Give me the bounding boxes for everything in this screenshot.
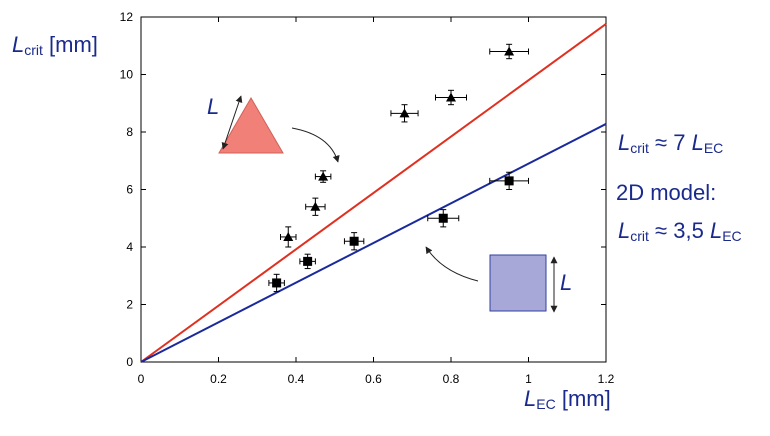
blue-fit-lhs: L (618, 218, 631, 243)
y-axis-label-symbol: L (12, 32, 25, 57)
triangle-pointer-arrow (291, 127, 340, 163)
square-point (272, 278, 282, 288)
square-shape (489, 254, 547, 312)
triangle-point (318, 171, 329, 181)
blue-fit-rhs: L (709, 218, 723, 243)
red-fit-equation: Lcrit ≈ 7 LEC (618, 130, 724, 156)
fit-line-squares (140, 123, 607, 363)
y-tick-label: 2 (126, 298, 133, 312)
blue-fit-rhs-sub: EC (722, 228, 742, 244)
y-tick-label: 10 (120, 68, 134, 82)
blue-fit-relation: ≈ 3,5 (655, 218, 704, 243)
x-tick-label: 1.2 (598, 372, 615, 386)
red-fit-rhs: L (691, 130, 704, 155)
blue-fit-equation: Lcrit ≈ 3,5 LEC (618, 218, 742, 244)
square-side-label: L (560, 270, 573, 295)
triangle-dimension-arrow (221, 95, 243, 150)
square-point (504, 176, 514, 186)
y-tick-label: 12 (120, 10, 134, 24)
red-fit-lhs: L (618, 130, 631, 155)
y-tick-label: 6 (126, 183, 133, 197)
x-tick-label: 0 (138, 372, 145, 386)
x-axis-label: LEC [mm] (524, 386, 611, 412)
x-tick-label: 1 (525, 372, 532, 386)
x-axis-label-sub: EC (536, 396, 556, 412)
red-fit-relation: ≈ 7 (655, 130, 686, 155)
x-axis-label-symbol: L (524, 386, 537, 411)
triangle-point (399, 108, 410, 118)
fit-line-triangles (140, 23, 607, 363)
square-point (349, 236, 359, 246)
red-fit-rhs-sub: EC (703, 140, 724, 156)
triangle-point (446, 92, 456, 102)
x-tick-label: 0.6 (365, 372, 382, 386)
x-tick-label: 0.2 (210, 372, 227, 386)
model-title: 2D model: (616, 180, 717, 205)
square-pointer-arrow (425, 246, 479, 282)
red-fit-lhs-sub: crit (630, 140, 649, 156)
square-point (303, 256, 313, 266)
triangle-point (504, 46, 515, 56)
y-tick-label: 0 (126, 355, 133, 369)
triangle-point (283, 231, 294, 241)
triangle-shape (218, 97, 284, 154)
triangle-side-label: L (207, 94, 220, 119)
blue-fit-lhs-sub: crit (630, 228, 649, 244)
triangle-point (310, 201, 321, 211)
y-axis-label: Lcrit [mm] (12, 32, 98, 58)
x-tick-label: 0.8 (443, 372, 460, 386)
x-tick-label: 0.4 (288, 372, 305, 386)
y-tick-label: 8 (126, 125, 133, 139)
y-tick-label: 4 (126, 240, 133, 254)
y-axis-label-unit: [mm] (49, 32, 98, 57)
y-axis-label-sub: crit (24, 42, 43, 58)
x-axis-label-unit: [mm] (561, 386, 611, 411)
square-point (438, 213, 448, 223)
